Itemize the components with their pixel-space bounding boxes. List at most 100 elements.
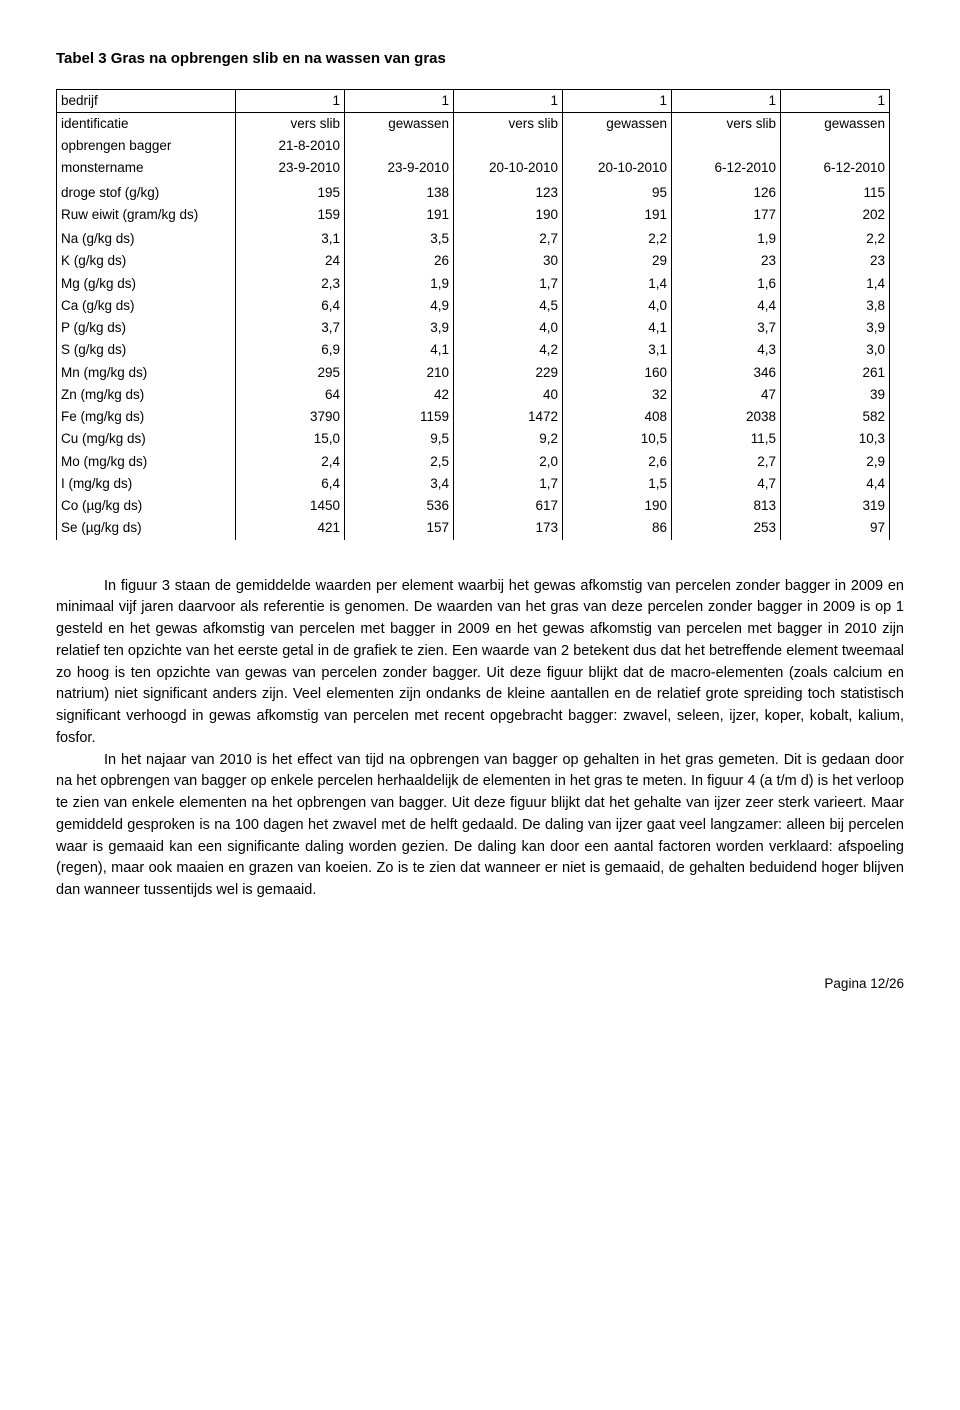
row-label: monstername (57, 157, 236, 179)
cell: 4,7 (672, 473, 781, 495)
cell (672, 135, 781, 157)
cell: 2,9 (781, 451, 890, 473)
cell: 261 (781, 362, 890, 384)
row-label: Ruw eiwit (gram/kg ds) (57, 204, 236, 226)
cell: 2,3 (236, 273, 345, 295)
row-label: Mn (mg/kg ds) (57, 362, 236, 384)
cell: 1,7 (454, 473, 563, 495)
cell: 1 (345, 89, 454, 112)
cell: 346 (672, 362, 781, 384)
row-label: S (g/kg ds) (57, 339, 236, 361)
cell: 24 (236, 250, 345, 272)
cell: 95 (563, 182, 672, 204)
cell: 617 (454, 495, 563, 517)
cell: 1,6 (672, 273, 781, 295)
row-label: K (g/kg ds) (57, 250, 236, 272)
cell: 23 (781, 250, 890, 272)
row-label: Co (µg/kg ds) (57, 495, 236, 517)
cell: 3,9 (781, 317, 890, 339)
table-row: opbrengen bagger21-8-2010 (57, 135, 890, 157)
cell: 1159 (345, 406, 454, 428)
table-row: I (mg/kg ds)6,43,41,71,54,74,4 (57, 473, 890, 495)
cell: 1 (236, 89, 345, 112)
cell (345, 135, 454, 157)
cell: 4,3 (672, 339, 781, 361)
cell: 2,2 (781, 228, 890, 250)
cell: 177 (672, 204, 781, 226)
row-label: Se (µg/kg ds) (57, 517, 236, 539)
cell: 10,5 (563, 428, 672, 450)
table-row: Mo (mg/kg ds)2,42,52,02,62,72,9 (57, 451, 890, 473)
row-label: P (g/kg ds) (57, 317, 236, 339)
cell: 4,2 (454, 339, 563, 361)
cell: gewassen (563, 112, 672, 135)
cell: 29 (563, 250, 672, 272)
cell: 253 (672, 517, 781, 539)
table-row: monstername23-9-201023-9-201020-10-20102… (57, 157, 890, 179)
cell: 20-10-2010 (563, 157, 672, 179)
paragraph-2: In het najaar van 2010 is het effect van… (56, 750, 904, 902)
cell: 6,4 (236, 295, 345, 317)
cell: 23 (672, 250, 781, 272)
cell: 3,4 (345, 473, 454, 495)
cell: 86 (563, 517, 672, 539)
cell: 1 (454, 89, 563, 112)
cell: 6,9 (236, 339, 345, 361)
row-label: identificatie (57, 112, 236, 135)
cell: 408 (563, 406, 672, 428)
row-label: opbrengen bagger (57, 135, 236, 157)
page-number: Pagina 12/26 (56, 974, 904, 994)
row-label: Cu (mg/kg ds) (57, 428, 236, 450)
cell: 6-12-2010 (672, 157, 781, 179)
cell: 9,2 (454, 428, 563, 450)
cell: 4,4 (672, 295, 781, 317)
cell: 1,4 (781, 273, 890, 295)
cell: 295 (236, 362, 345, 384)
cell: 160 (563, 362, 672, 384)
cell: 15,0 (236, 428, 345, 450)
cell: 582 (781, 406, 890, 428)
cell: 536 (345, 495, 454, 517)
cell: 4,0 (563, 295, 672, 317)
cell: 191 (563, 204, 672, 226)
cell: 21-8-2010 (236, 135, 345, 157)
cell: 813 (672, 495, 781, 517)
cell: 1,5 (563, 473, 672, 495)
table-row: Mn (mg/kg ds)295210229160346261 (57, 362, 890, 384)
cell: 23-9-2010 (236, 157, 345, 179)
table-row: Zn (mg/kg ds)644240324739 (57, 384, 890, 406)
cell: 11,5 (672, 428, 781, 450)
table-row: K (g/kg ds)242630292323 (57, 250, 890, 272)
cell: 20-10-2010 (454, 157, 563, 179)
cell: 190 (563, 495, 672, 517)
cell: 97 (781, 517, 890, 539)
cell: 1 (672, 89, 781, 112)
cell: 1 (781, 89, 890, 112)
table-row: S (g/kg ds)6,94,14,23,14,33,0 (57, 339, 890, 361)
table-row: Fe (mg/kg ds)3790115914724082038582 (57, 406, 890, 428)
cell: 4,1 (345, 339, 454, 361)
table-row: Na (g/kg ds)3,13,52,72,21,92,2 (57, 228, 890, 250)
cell: 30 (454, 250, 563, 272)
cell: 2,4 (236, 451, 345, 473)
cell: 138 (345, 182, 454, 204)
cell: 2,0 (454, 451, 563, 473)
cell: vers slib (236, 112, 345, 135)
cell: 173 (454, 517, 563, 539)
cell: 2,7 (672, 451, 781, 473)
table-row: bedrijf111111 (57, 89, 890, 112)
cell: 40 (454, 384, 563, 406)
cell: 3,7 (236, 317, 345, 339)
row-label: bedrijf (57, 89, 236, 112)
row-label: Ca (g/kg ds) (57, 295, 236, 317)
cell: 10,3 (781, 428, 890, 450)
cell: 229 (454, 362, 563, 384)
cell: 157 (345, 517, 454, 539)
cell: 202 (781, 204, 890, 226)
cell: 1472 (454, 406, 563, 428)
cell: 1 (563, 89, 672, 112)
cell: 195 (236, 182, 345, 204)
row-label: Fe (mg/kg ds) (57, 406, 236, 428)
cell: 2,7 (454, 228, 563, 250)
cell: 123 (454, 182, 563, 204)
